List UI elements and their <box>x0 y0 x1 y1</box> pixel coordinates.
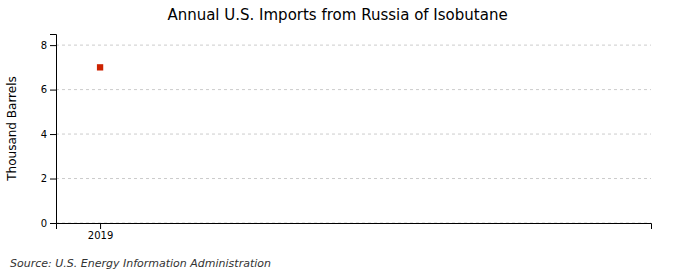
source: Source: U.S. Energy Information Administ… <box>10 257 271 270</box>
y-tick-label: 2 <box>41 173 47 184</box>
grid-line <box>56 89 651 90</box>
grid-line <box>56 45 651 46</box>
grid-line <box>56 134 651 135</box>
chart: 2019 0 2 4 6 8 Annual U.S. Imports from Russia… <box>0 0 675 275</box>
y-axis-line <box>50 35 57 224</box>
x-tick: 2019 <box>88 223 113 241</box>
points <box>97 64 103 70</box>
y-tick-mark <box>50 179 56 180</box>
y-tick: 4 <box>41 129 56 140</box>
y-tick: 8 <box>41 40 56 51</box>
x-tick-label: 2019 <box>88 230 113 241</box>
x-axis-line <box>57 224 652 230</box>
y-tick-label: 8 <box>41 40 47 51</box>
y-tick-mark <box>50 90 56 91</box>
y-tick-label: 6 <box>41 84 47 95</box>
y-tick: 2 <box>41 173 56 184</box>
grid-line <box>56 178 651 179</box>
x-tick-mark <box>100 223 101 229</box>
y-axis: 0 2 4 6 8 <box>41 35 57 229</box>
y-tick-label: 0 <box>41 218 47 229</box>
y-tick-mark <box>50 134 56 135</box>
y-tick: 0 <box>41 218 56 229</box>
x-axis: 2019 <box>57 223 652 241</box>
point <box>97 64 103 70</box>
y-tick-mark <box>50 45 56 46</box>
plot: 2019 0 2 4 6 8 <box>41 35 652 242</box>
y-axis-title: Thousand Barrels <box>5 76 19 181</box>
y-tick: 6 <box>41 84 56 95</box>
y-tick-mark <box>50 223 56 224</box>
title: Annual U.S. Imports from Russia of Isobu… <box>167 6 507 24</box>
grid <box>56 45 651 223</box>
y-tick-label: 4 <box>41 129 47 140</box>
